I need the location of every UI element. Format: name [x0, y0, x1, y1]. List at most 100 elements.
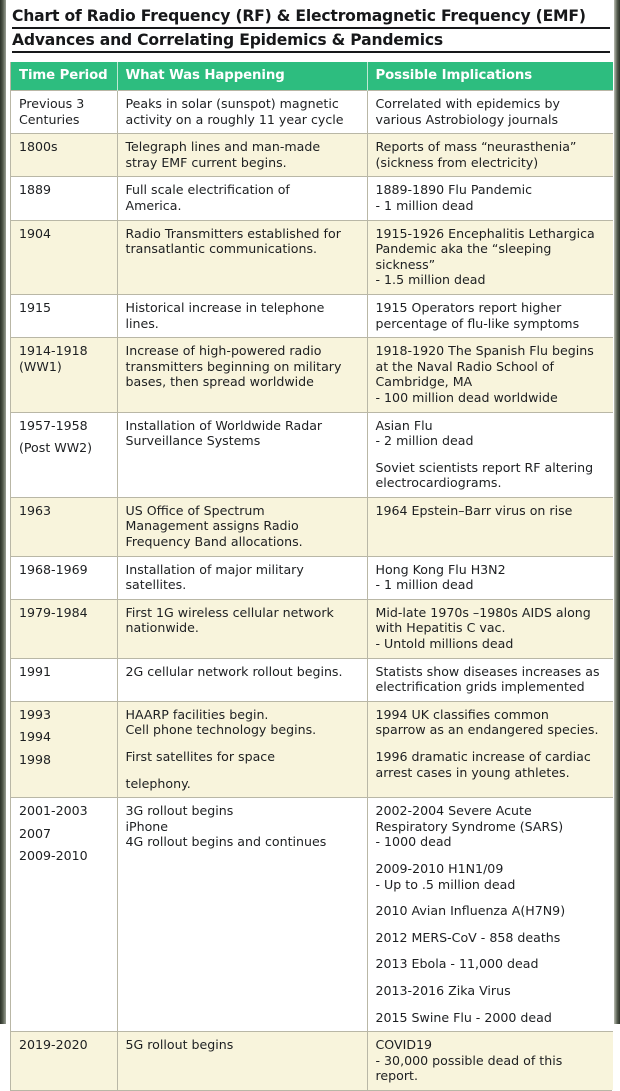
cell-possible-implications: 1915 Operators report higher percentage o… [367, 293, 613, 338]
cell-what-was-happening: Telegraph lines and man-made stray EMF cu… [117, 133, 368, 177]
cell-what-was-happening-line: bases, then spread worldwide [125, 374, 314, 390]
cell-possible-implications-line: - 1 million dead [375, 197, 474, 213]
cell-possible-implications-line: at the Naval Radio School of [375, 358, 554, 374]
cell-time-period: 1915 [11, 293, 118, 338]
cell-time-period-line: (WW1) [19, 358, 62, 374]
column-header-time-period: Time Period [11, 62, 118, 91]
cell-possible-implications-line: 1964 Epstein–Barr virus on rise [375, 502, 573, 518]
cell-what-was-happening-line: Full scale electrification of [125, 182, 290, 198]
cell-possible-implications-line: - 1.5 million dead [375, 272, 486, 288]
cell-time-period-line: 1998 [19, 752, 52, 767]
cell-possible-implications-line: 2009-2010 H1N1/09 [375, 860, 504, 876]
table-header: Time Period What Was Happening Possible … [11, 62, 613, 91]
page-title-line-2: Advances and Correlating Epidemics & Pan… [12, 30, 610, 53]
table-row: 1904 Radio Transmitters established for tr… [11, 219, 613, 295]
cell-what-was-happening-line: transatlantic communications. [125, 241, 318, 257]
cell-possible-implications-line: Mid-late 1970s –1980s AIDS along [375, 604, 591, 620]
cell-what-was-happening: Peaks in solar (sunspot) magnetic activit… [117, 89, 368, 134]
table-row: 1968-1969 Installation of major military s… [11, 555, 613, 600]
cell-what-was-happening-line: 4G rollout begins and continues [125, 834, 327, 850]
cell-what-was-happening-line: Management assigns Radio [125, 518, 299, 534]
cell-what-was-happening-line: Historical increase in telephone [125, 299, 325, 315]
cell-time-period: 1963 [11, 496, 118, 557]
table-body: Previous 3 Centuries Peaks in solar (sunsp… [11, 89, 613, 1090]
cell-possible-implications: 1964 Epstein–Barr virus on rise [367, 496, 613, 557]
cell-time-period: 1957-1958 (Post WW2) [11, 411, 118, 498]
cell-possible-implications-line: 2012 MERS-CoV - 858 deaths [375, 929, 561, 945]
cell-time-period-line: 1800s [19, 139, 58, 155]
cell-what-was-happening-line: Installation of Worldwide Radar [125, 417, 323, 433]
cell-possible-implications-line: 1915 Operators report higher [375, 299, 562, 315]
table-row: 1993 1994 1998 HAARP facilities begin. Cell … [11, 700, 613, 798]
cell-possible-implications: Reports of mass “neurasthenia” (sickness… [367, 133, 613, 177]
chart-table: Time Period What Was Happening Possible … [11, 62, 613, 1090]
cell-what-was-happening: Historical increase in telephone lines. [117, 293, 368, 338]
scan-edge-right [614, 0, 620, 1024]
cell-time-period-line: 1904 [19, 225, 52, 241]
cell-time-period-line: 2019-2020 [19, 1037, 88, 1053]
scan-edge-left [0, 0, 6, 1024]
cell-what-was-happening-line: Cell phone technology begins. [125, 722, 317, 738]
table-row: 2019-2020 5G rollout begins COVID19- 30,00… [11, 1031, 613, 1090]
cell-time-period-line: 1915 [19, 299, 52, 315]
cell-possible-implications-line: 2010 Avian Influenza A(H7N9) [375, 903, 566, 919]
cell-time-period-line: 1914-1918 [19, 343, 88, 359]
cell-possible-implications: 1994 UK classifies common sparrow as an e… [367, 700, 613, 798]
cell-time-period-line: Previous 3 [19, 96, 85, 111]
table-row: 1889 Full scale electrification of America… [11, 176, 613, 221]
cell-possible-implications-line: - 100 million dead worldwide [375, 389, 558, 405]
cell-what-was-happening-line: First 1G wireless cellular network [125, 604, 334, 620]
cell-possible-implications-line: 2015 Swine Flu - 2000 dead [375, 1009, 552, 1025]
cell-time-period-line: 1979-1984 [19, 604, 88, 620]
cell-possible-implications-line: sickness” [375, 256, 436, 272]
page-title: Chart of Radio Frequency (RF) & Electrom… [6, 0, 614, 53]
cell-time-period-line: 1889 [19, 182, 52, 198]
cell-what-was-happening-line: Peaks in solar (sunspot) magnetic [125, 96, 339, 111]
cell-time-period: 1800s [11, 133, 118, 177]
cell-what-was-happening-line: telephony. [125, 775, 191, 791]
cell-what-was-happening: Installation of major military satellites… [117, 555, 368, 600]
cell-possible-implications-line: Correlated with epidemics by [375, 96, 560, 111]
cell-possible-implications-line: - Up to .5 million dead [375, 876, 516, 892]
cell-what-was-happening: Installation of Worldwide Radar Surveilla… [117, 411, 368, 498]
cell-possible-implications-line: - Untold millions dead [375, 636, 514, 652]
cell-time-period: 2019-2020 [11, 1031, 118, 1090]
cell-time-period-line: 2009-2010 [19, 848, 88, 864]
cell-what-was-happening-line: Frequency Band allocations. [125, 534, 303, 550]
cell-possible-implications-line: various Astrobiology journals [375, 111, 559, 127]
cell-possible-implications: COVID19- 30,000 possible dead of this rep… [367, 1031, 613, 1090]
cell-what-was-happening-line: nationwide. [125, 620, 199, 636]
cell-what-was-happening-line: iPhone [125, 818, 169, 834]
cell-time-period: 1968-1969 [11, 555, 118, 600]
cell-time-period-line: 1968-1969 [19, 561, 88, 577]
cell-what-was-happening-line: activity on a roughly 11 year cycle [125, 111, 344, 127]
cell-what-was-happening-line: Radio Transmitters established for [125, 225, 341, 241]
cell-time-period-line: 1991 [19, 663, 52, 679]
cell-possible-implications: Mid-late 1970s –1980s AIDS along with Hep… [367, 598, 613, 659]
cell-possible-implications-line: 2002-2004 Severe Acute [375, 803, 532, 819]
cell-what-was-happening-line: satellites. [125, 577, 187, 593]
table-header-row: Time Period What Was Happening Possible … [11, 62, 613, 91]
page-title-line-1: Chart of Radio Frequency (RF) & Electrom… [12, 6, 610, 29]
cell-possible-implications: 1915-1926 Encephalitis Lethargica Pandemi… [367, 219, 613, 295]
cell-what-was-happening: US Office of Spectrum Management assigns … [117, 496, 368, 557]
cell-possible-implications-line: - 30,000 possible dead of this [375, 1052, 563, 1068]
cell-time-period: Previous 3 Centuries [11, 89, 118, 134]
table-row: 1914-1918 (WW1) Increase of high-powered r… [11, 337, 613, 412]
cell-possible-implications: 1889-1890 Flu Pandemic - 1 million dead [367, 176, 613, 221]
cell-what-was-happening-line: transmitters beginning on military [125, 358, 342, 374]
cell-what-was-happening: Full scale electrification of America. [117, 176, 368, 221]
cell-possible-implications: Statists show diseases increases as elect… [367, 657, 613, 702]
cell-possible-implications-line: 1918-1920 The Spanish Flu begins [375, 343, 594, 359]
table-row: 1915 Historical increase in telephone line… [11, 293, 613, 338]
cell-what-was-happening-line: US Office of Spectrum [125, 502, 265, 518]
cell-possible-implications-line: arrest cases in young athletes. [375, 764, 570, 780]
cell-what-was-happening: 2G cellular network rollout begins. [117, 657, 368, 702]
cell-what-was-happening-line: 3G rollout begins [125, 803, 234, 819]
cell-possible-implications-line: Pandemic aka the “sleeping [375, 241, 552, 257]
cell-possible-implications: Asian Flu - 2 million dead Soviet scientis… [367, 411, 613, 498]
cell-what-was-happening-line: First satellites for space [125, 749, 275, 764]
cell-possible-implications-line: - 1000 dead [375, 834, 452, 850]
cell-possible-implications: 2002-2004 Severe Acute Respiratory Syndro… [367, 797, 613, 1032]
table-row: 1979-1984 First 1G wireless cellular netw… [11, 598, 613, 659]
